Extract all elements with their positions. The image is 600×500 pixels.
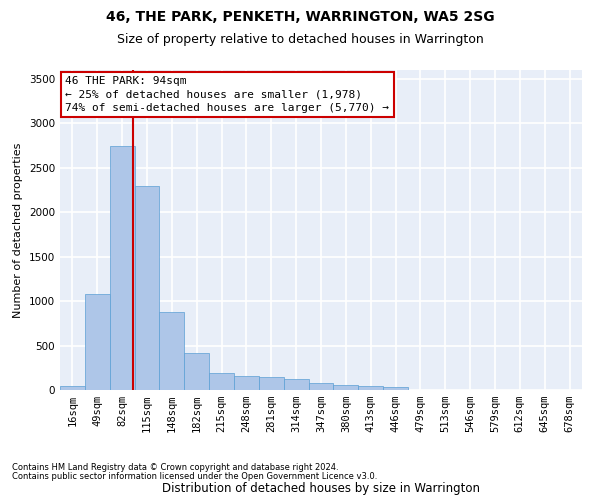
Text: Distribution of detached houses by size in Warrington: Distribution of detached houses by size … <box>162 482 480 495</box>
Bar <box>160 312 184 390</box>
Text: Size of property relative to detached houses in Warrington: Size of property relative to detached ho… <box>116 32 484 46</box>
Bar <box>383 388 408 390</box>
Bar <box>184 352 209 390</box>
Bar <box>334 385 358 390</box>
Bar <box>85 294 110 390</box>
Bar <box>234 376 259 390</box>
Bar <box>308 384 334 390</box>
Text: 46, THE PARK, PENKETH, WARRINGTON, WA5 2SG: 46, THE PARK, PENKETH, WARRINGTON, WA5 2… <box>106 10 494 24</box>
Text: 46 THE PARK: 94sqm
← 25% of detached houses are smaller (1,978)
74% of semi-deta: 46 THE PARK: 94sqm ← 25% of detached hou… <box>65 76 389 113</box>
Text: Contains HM Land Registry data © Crown copyright and database right 2024.: Contains HM Land Registry data © Crown c… <box>12 464 338 472</box>
Bar <box>358 386 383 390</box>
Bar <box>110 146 134 390</box>
Y-axis label: Number of detached properties: Number of detached properties <box>13 142 23 318</box>
Bar <box>134 186 160 390</box>
Bar <box>209 372 234 390</box>
Bar <box>284 380 308 390</box>
Text: Contains public sector information licensed under the Open Government Licence v3: Contains public sector information licen… <box>12 472 377 481</box>
Bar <box>60 386 85 390</box>
Bar <box>259 377 284 390</box>
